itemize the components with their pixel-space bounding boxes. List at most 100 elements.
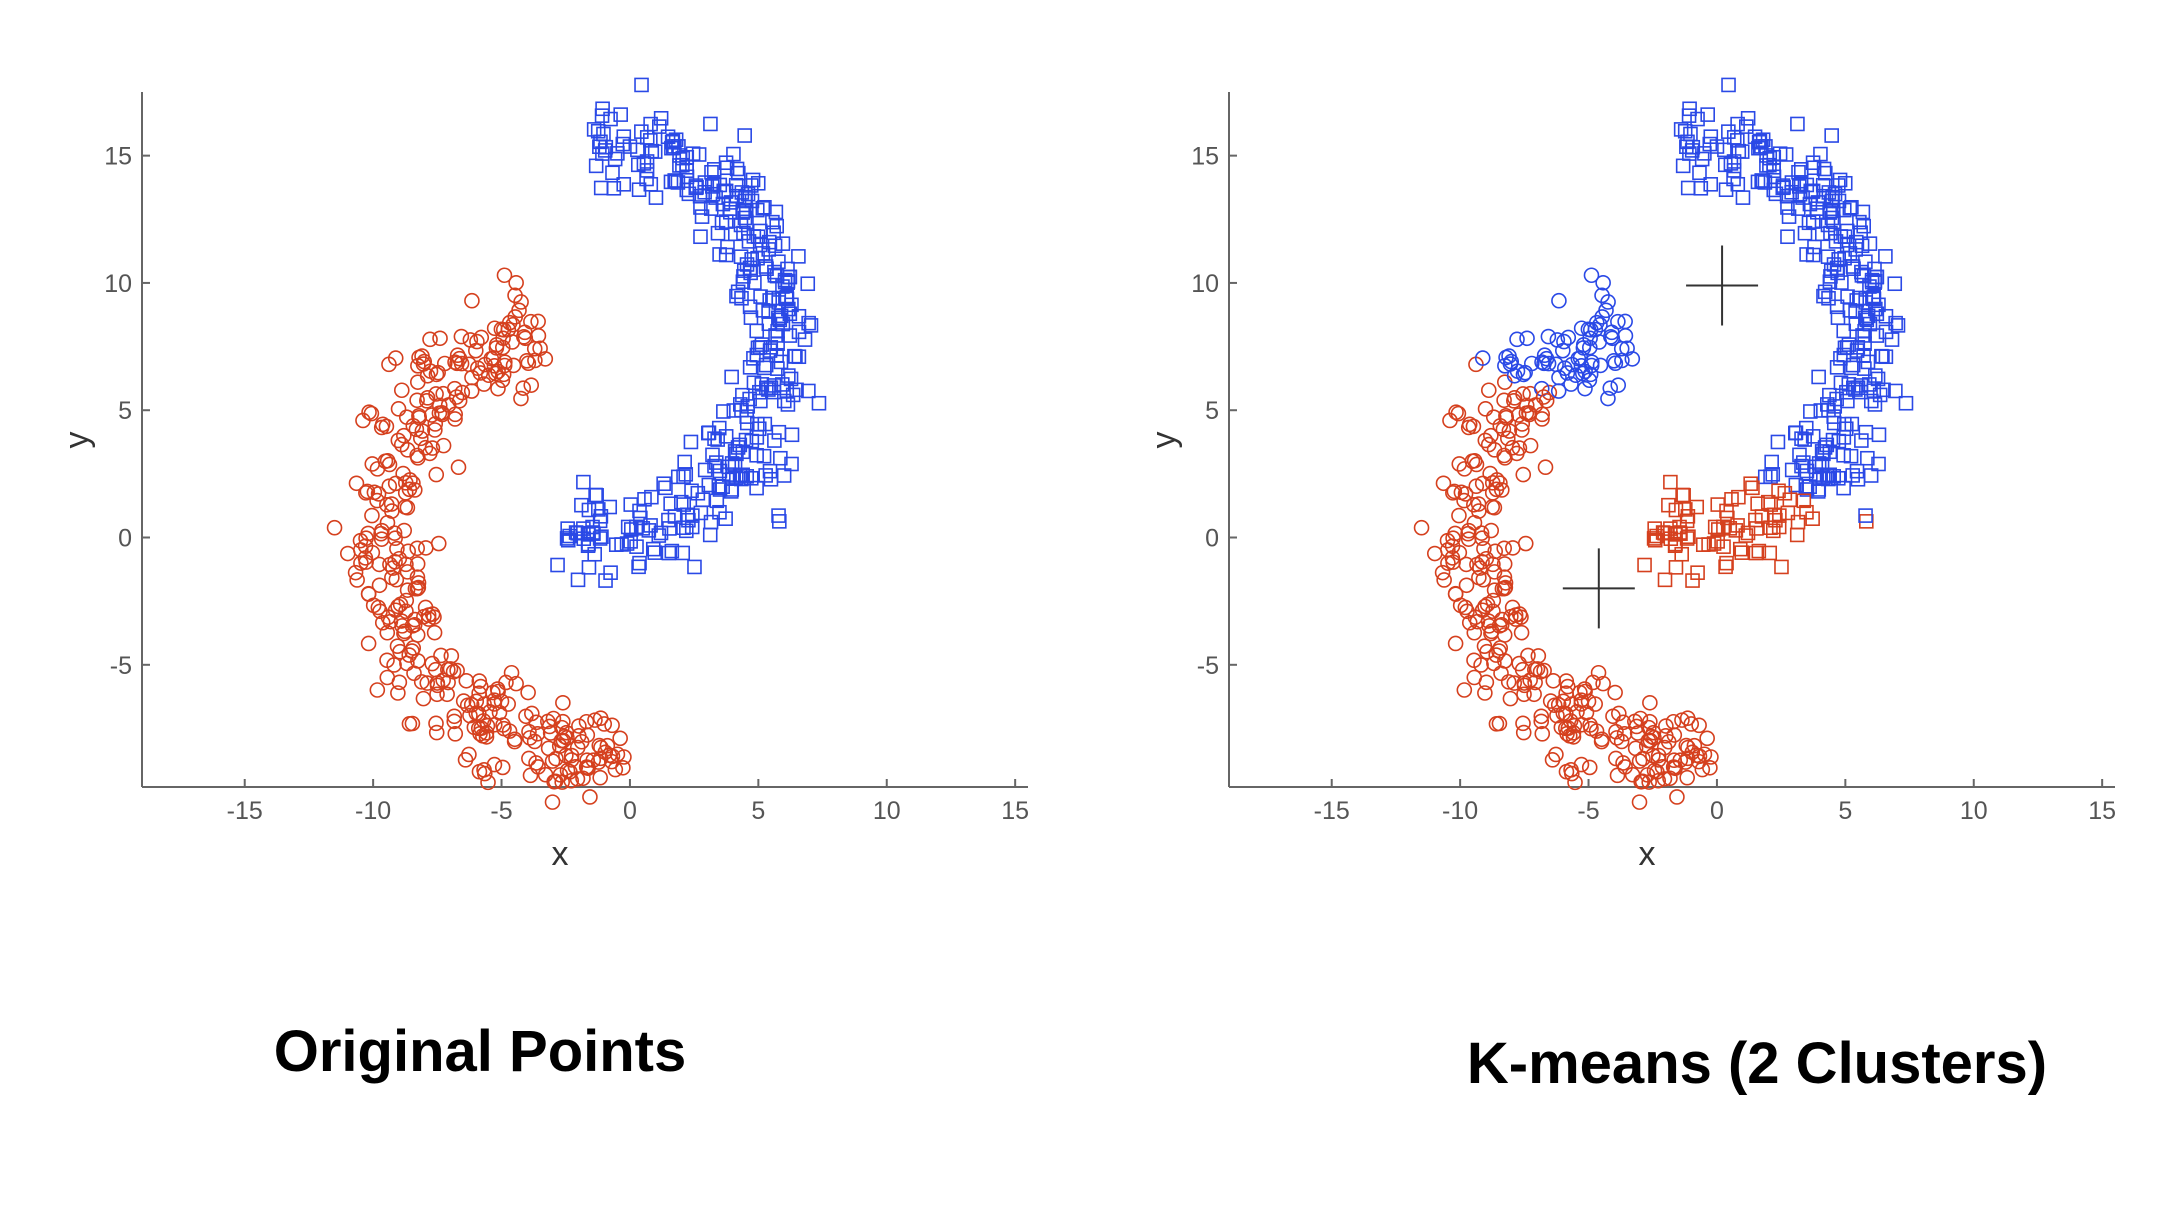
circle-point [1629,725,1646,741]
square-point [651,528,667,543]
square-point [1775,178,1791,193]
square-point [1848,382,1863,397]
square-point [1675,158,1691,174]
square-point [1860,308,1876,324]
square-point [1689,499,1705,515]
circle-point [476,376,492,392]
square-point [771,310,786,326]
square-point [1829,360,1845,375]
circle-point [419,393,435,409]
square-point [1759,148,1774,163]
square-point [1774,559,1789,575]
circle-point [453,328,470,345]
square-point [741,234,757,249]
x-tick-label: -10 [355,797,391,825]
square-point [574,497,589,513]
square-point [631,559,646,575]
kmeans-chart: -15 -10 -5 0 5 10 15 -5 0 5 10 15 x y [1145,77,2116,873]
circle-point [1519,330,1535,347]
circle-point [409,540,426,557]
square-point [1743,476,1758,492]
circle-point [472,678,489,695]
square-point [791,349,807,365]
circle-point [506,733,523,750]
circle-point [471,673,488,689]
circle-point [413,674,430,690]
square-point [580,525,596,541]
circle-point [464,292,480,309]
square-point [1858,310,1873,326]
circle-point [1483,522,1500,539]
square-point [559,531,575,546]
square-point [1797,432,1812,447]
circle-point [347,564,364,581]
circle-point [507,287,523,304]
circle-point [396,522,413,539]
square-point [1763,469,1778,484]
circle-point [1529,661,1546,677]
circle-point [486,320,503,337]
circle-point [417,439,434,456]
square-point [1724,492,1739,507]
square-point [1718,182,1734,198]
square-point [1703,177,1719,192]
square-point [765,214,780,230]
square-point [608,537,624,552]
square-point [1780,229,1795,245]
square-point [1720,510,1735,526]
circle-point [422,331,438,348]
square-point [1794,458,1809,474]
circle-point [592,710,609,726]
circle-point [381,456,398,473]
square-point [749,447,764,463]
square-point [1719,555,1734,571]
circle-point [582,789,598,805]
circle-point [433,647,449,664]
circle-point [1702,759,1718,776]
square-point [639,163,655,178]
circle-point [1679,710,1696,726]
circle-point [1496,569,1513,585]
circle-point [468,693,485,710]
circle-point [526,733,543,750]
square-point [630,142,645,158]
square-point [1875,349,1890,364]
square-point [714,215,730,231]
circle-point [439,686,455,703]
square-point [1745,480,1760,496]
circle-point [1610,377,1627,393]
square-point [1818,165,1833,181]
square-point [1781,209,1797,224]
circle-point [1613,340,1630,357]
circle-point [374,614,391,631]
square-point [1663,521,1678,536]
circle-point [508,675,524,692]
circle-point [360,525,376,542]
square-point [1740,525,1756,541]
circle-point [522,730,538,746]
square-point [753,289,768,304]
square-point [1685,573,1700,588]
x-tick-label: 0 [1710,797,1724,825]
square-point [1854,433,1869,448]
square-point [716,184,732,200]
y-axis-label: y [1145,432,1183,449]
square-point [1861,377,1877,392]
circle-point [1582,366,1599,383]
circle-point [1533,708,1550,725]
square-point [550,557,565,573]
square-point [762,293,778,308]
square-point [1750,174,1766,190]
circle-point [530,313,546,330]
square-point [1764,454,1779,470]
square-point [1730,518,1745,533]
square-point [643,518,658,533]
square-point [1826,257,1842,272]
circle-point [1532,663,1549,680]
circle-point [604,717,620,734]
circle-point [393,382,410,399]
x-tick-label: -15 [227,797,263,825]
circle-point [447,726,464,742]
square-point [592,139,607,155]
square-point [1679,139,1694,155]
